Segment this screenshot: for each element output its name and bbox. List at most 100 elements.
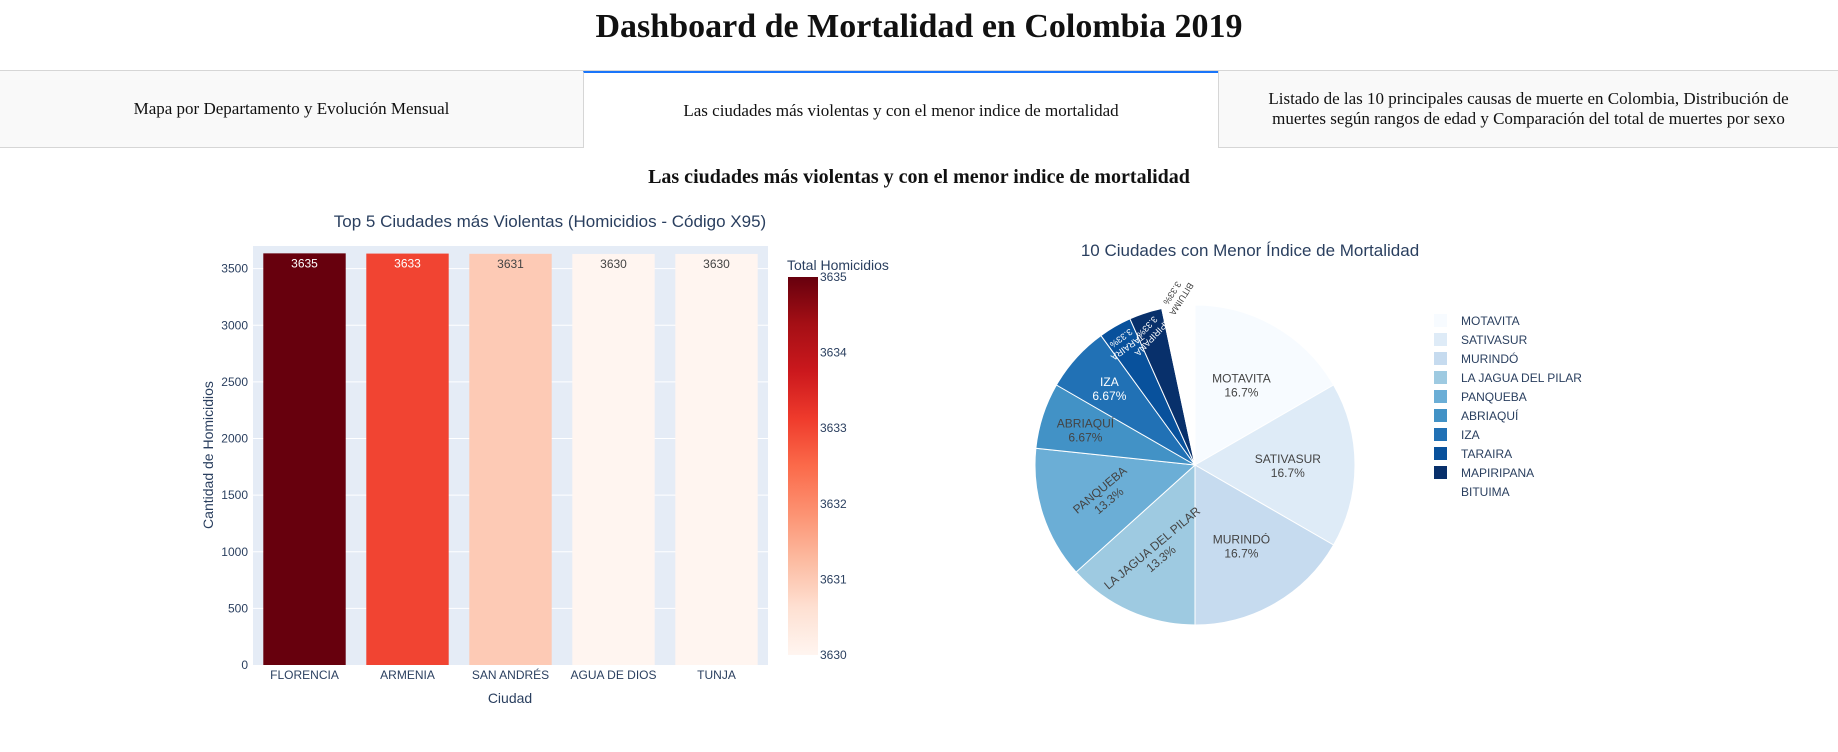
legend-swatch xyxy=(1434,485,1447,498)
colorbar-tick-label: 3634 xyxy=(820,346,847,360)
legend-item-abriaqui[interactable]: ABRIAQUÍ xyxy=(1434,408,1519,423)
bar-x-tick-label: AGUA DE DIOS xyxy=(570,668,656,682)
bar-san-andres[interactable] xyxy=(469,253,552,665)
legend-swatch xyxy=(1434,447,1447,460)
bar-value-label-florencia: 3635 xyxy=(291,256,318,270)
bar-chart: Top 5 Ciudades más Violentas (Homicidios… xyxy=(200,212,768,706)
legend-label: LA JAGUA DEL PILAR xyxy=(1461,371,1582,385)
legend-swatch xyxy=(1434,333,1447,346)
pie-slice-sativasur[interactable] xyxy=(1194,384,1356,546)
bar-armenia[interactable] xyxy=(366,253,449,666)
legend-item-murindo[interactable]: MURINDÓ xyxy=(1434,351,1518,366)
legend-item-motavita[interactable]: MOTAVITA xyxy=(1434,314,1520,328)
legend-label: MAPIRIPANA xyxy=(1461,466,1534,480)
page-title: Dashboard de Mortalidad en Colombia 2019 xyxy=(595,8,1243,45)
colorbar-tick-label: 3635 xyxy=(820,270,847,284)
tab-mapa-departamento[interactable]: Mapa por Departamento y Evolución Mensua… xyxy=(0,71,583,147)
pie-slice-murindo[interactable] xyxy=(1194,464,1335,626)
pie-label-percent: 16.7% xyxy=(1271,466,1305,480)
pie-slices xyxy=(1034,304,1356,626)
colorbar: Total Homicidios 36353634363336323631363… xyxy=(787,257,889,662)
bar-x-tick-labels: FLORENCIA ARMENIA SAN ANDRÉS AGUA DE DIOS TU… xyxy=(270,667,736,682)
legend-item-iza[interactable]: IZA xyxy=(1434,428,1480,442)
tab-causas-muerte[interactable]: Listado de las 10 principales causas de … xyxy=(1218,71,1838,147)
legend-label: ABRIAQUÍ xyxy=(1461,408,1519,423)
pie-label-name: SATIVASUR xyxy=(1255,452,1322,466)
legend-item-mapiripana[interactable]: MAPIRIPANA xyxy=(1434,466,1534,480)
pie-chart: 10 Ciudades con Menor Índice de Mortalid… xyxy=(1034,241,1419,626)
bar-y-tick-label: 3500 xyxy=(221,262,248,276)
legend-swatch xyxy=(1434,352,1447,365)
colorbar-title: Total Homicidios xyxy=(787,257,889,273)
bar-y-tick-label: 1500 xyxy=(221,488,248,502)
pie-slice-bituima[interactable] xyxy=(1161,304,1196,466)
bar-florencia[interactable] xyxy=(263,253,346,665)
legend-label: IZA xyxy=(1461,428,1480,442)
colorbar-tick-label: 3630 xyxy=(820,648,847,662)
legend-item-taraira[interactable]: TARAIRA xyxy=(1434,447,1512,461)
bar-tunja[interactable] xyxy=(675,253,758,665)
legend-item-sativasur[interactable]: SATIVASUR xyxy=(1434,333,1528,347)
legend-swatch xyxy=(1434,390,1447,403)
bar-y-tick-label: 2000 xyxy=(221,432,248,446)
legend-swatch xyxy=(1434,466,1447,479)
bar-y-tick-label: 500 xyxy=(228,601,248,615)
pie-label-percent: 6.67% xyxy=(1092,389,1126,403)
bar-y-tick-label: 1000 xyxy=(221,545,248,559)
bar-y-tick-label: 3000 xyxy=(221,318,248,332)
legend-swatch xyxy=(1434,371,1447,384)
pie-slice-motavita[interactable] xyxy=(1194,304,1335,466)
pie-label-name: ABRIAQUÍ xyxy=(1057,415,1115,430)
bar-x-tick-label: FLORENCIA xyxy=(270,668,339,682)
legend-label: MURINDÓ xyxy=(1461,351,1518,366)
section-title: Las ciudades más violentas y con el meno… xyxy=(648,166,1190,188)
tab-ciudades-violentas[interactable]: Las ciudades más violentas y con el meno… xyxy=(583,71,1218,148)
legend-swatch xyxy=(1434,428,1447,441)
pie-label-name: MURINDÓ xyxy=(1213,531,1270,546)
legend-label: BITUIMA xyxy=(1461,485,1510,499)
pie-label-percent: 6.67% xyxy=(1068,430,1102,444)
legend-label: SATIVASUR xyxy=(1461,333,1528,347)
colorbar-tick-label: 3632 xyxy=(820,497,847,511)
bar-series: 3635 3633 3631 3630 3630 xyxy=(263,253,758,666)
bar-x-axis-label: Ciudad xyxy=(488,690,532,706)
bar-x-tick-label: SAN ANDRÉS xyxy=(472,667,549,682)
bar-agua-de-dios[interactable] xyxy=(572,253,655,665)
legend-label: TARAIRA xyxy=(1461,447,1512,461)
tab-bar: Mapa por Departamento y Evolución Mensua… xyxy=(0,70,1838,148)
pie-label-name: IZA xyxy=(1100,375,1119,389)
bar-y-axis-label: Cantidad de Homicidios xyxy=(200,381,216,529)
legend-swatch xyxy=(1434,409,1447,422)
bar-value-label-tunja: 3630 xyxy=(703,257,730,271)
bar-x-tick-label: ARMENIA xyxy=(380,668,435,682)
legend-item-panqueba[interactable]: PANQUEBA xyxy=(1434,390,1527,404)
pie-label-percent: 16.7% xyxy=(1224,546,1258,560)
pie-label-name: MOTAVITA xyxy=(1212,372,1271,386)
pie-slice-la-jagua-del-pilar[interactable] xyxy=(1075,463,1196,626)
legend-label: PANQUEBA xyxy=(1461,390,1527,404)
bar-value-label-san-andres: 3631 xyxy=(497,257,524,271)
legend-item-la-jagua-del-pilar[interactable]: LA JAGUA DEL PILAR xyxy=(1434,371,1582,385)
pie-chart-title: 10 Ciudades con Menor Índice de Mortalid… xyxy=(1081,241,1419,260)
bar-x-tick-label: TUNJA xyxy=(697,668,736,682)
pie-slice-panqueba[interactable] xyxy=(1034,447,1197,573)
bar-y-tick-labels: 0 500 1000 1500 2000 2500 3000 3500 xyxy=(221,262,248,672)
bar-value-label-agua-de-dios: 3630 xyxy=(600,257,627,271)
bar-y-tick-label: 0 xyxy=(241,658,248,672)
bar-y-tick-label: 2500 xyxy=(221,375,248,389)
colorbar-tick-label: 3631 xyxy=(820,572,847,586)
pie-label-percent: 16.7% xyxy=(1224,386,1258,400)
colorbar-tick-labels: 3635 3634 3633 3632 3631 3630 xyxy=(820,270,847,662)
bar-value-label-armenia: 3633 xyxy=(394,257,421,271)
bar-chart-title: Top 5 Ciudades más Violentas (Homicidios… xyxy=(334,212,766,231)
legend-item-bituima[interactable]: BITUIMA xyxy=(1434,485,1510,499)
pie-legend: MOTAVITA SATIVASUR MURINDÓ LA JAGUA DEL PIL… xyxy=(1434,314,1582,499)
colorbar-scale xyxy=(788,277,818,655)
legend-label: MOTAVITA xyxy=(1461,314,1520,328)
